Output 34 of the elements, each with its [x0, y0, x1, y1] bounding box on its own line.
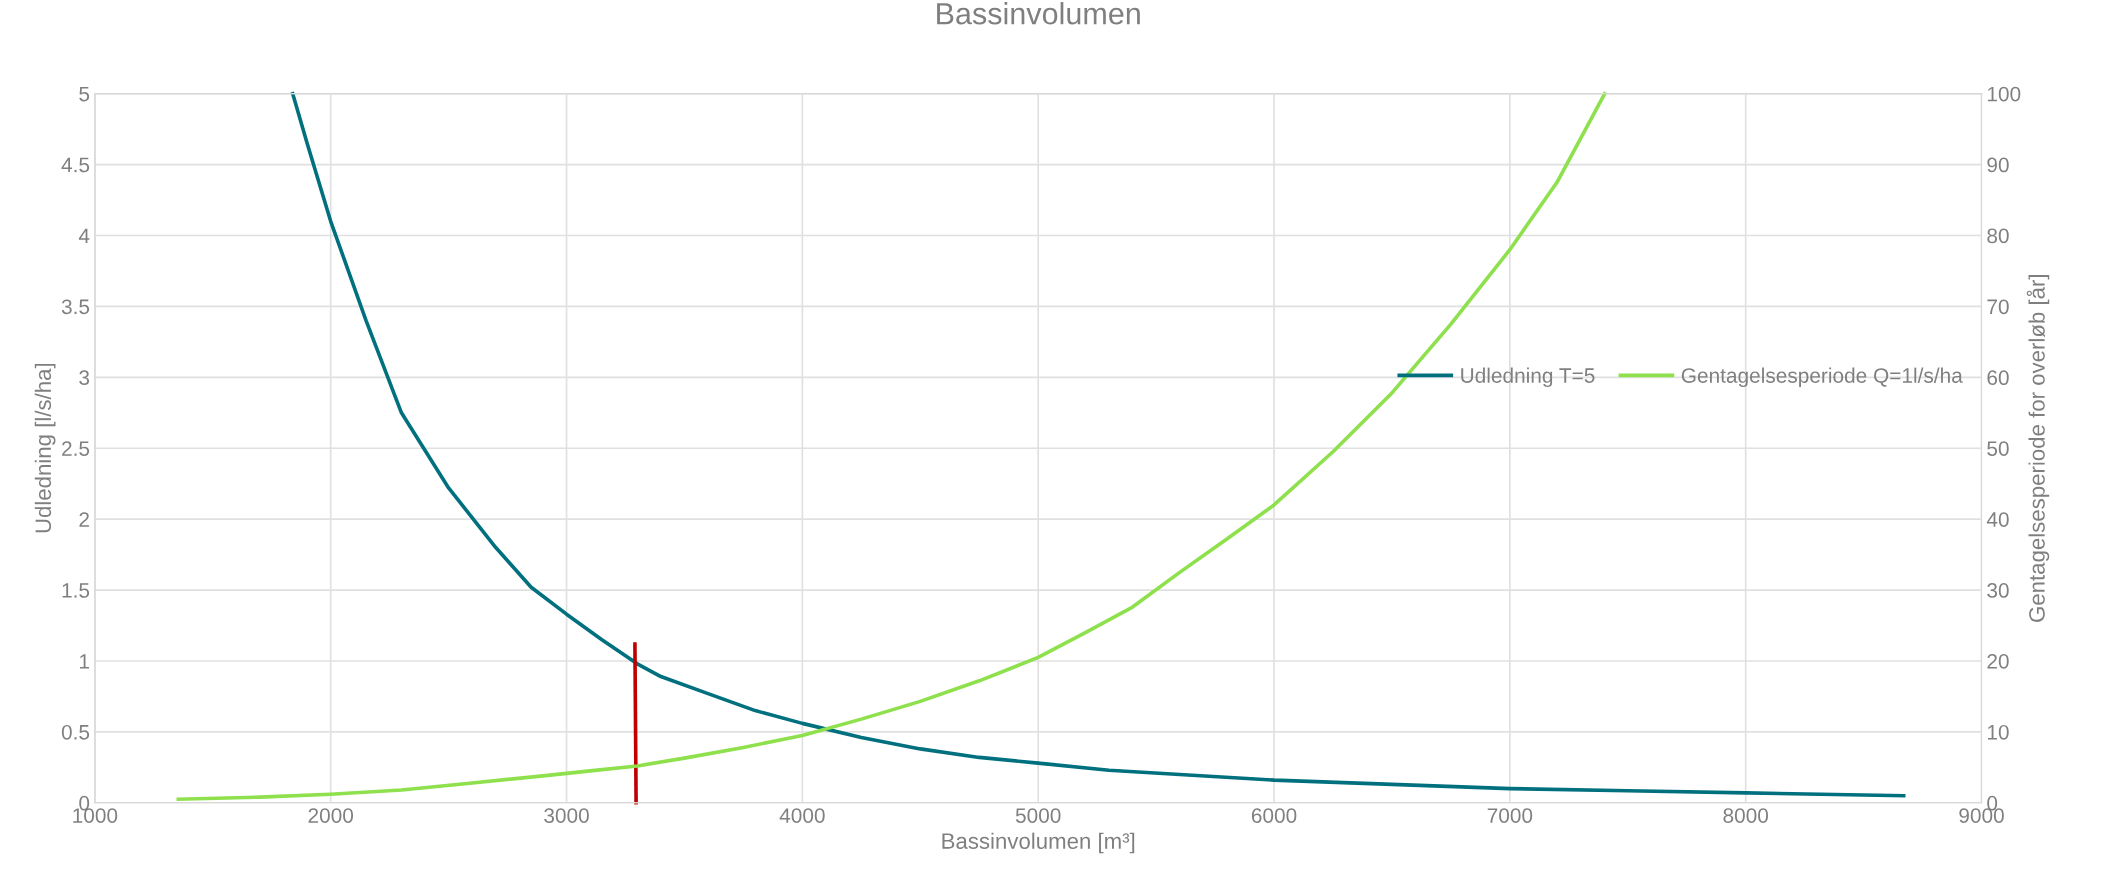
line-series: [176, 91, 1607, 802]
y-tick-label: 3: [79, 370, 90, 386]
y2-tick-label: 30: [1987, 583, 2009, 598]
y-tick-label: 0.5: [61, 724, 90, 740]
y-tick-label: 4.5: [61, 157, 90, 173]
chart-title: Bassinvolumen: [937, 2, 1140, 25]
x-tick-label: 5000: [1015, 808, 1061, 823]
y-tick-label: 1.5: [62, 583, 90, 598]
y2-tick-label: 100: [1987, 86, 2021, 102]
x-tick-label: 3000: [544, 808, 589, 823]
x-tick-label: 6000: [1251, 808, 1297, 823]
y2-tick-label: 80: [1987, 228, 2009, 244]
x-tick-label: 8000: [1723, 808, 1769, 823]
y2-tick-label: 10: [1987, 724, 2009, 740]
y-tick-label: 2: [79, 512, 89, 527]
y2-tick-label: 90: [1987, 157, 2009, 173]
y2-tick-label: 20: [1987, 653, 2009, 669]
y-tick-label: 3.5: [61, 299, 90, 315]
y2-tick-label: 50: [1987, 441, 2009, 456]
y-tick-label: 1: [80, 654, 89, 669]
x-axis-title: Bassinvolumen [m³]: [942, 832, 1135, 854]
y-tick-label: 4: [78, 228, 90, 244]
y2-tick-label: 70: [1987, 299, 2009, 315]
y-tick-label: 2.5: [62, 441, 90, 456]
x-tick-label: 2000: [308, 808, 354, 823]
y2-tick-label: 60: [1987, 370, 2009, 386]
y2-axis-title: Gentagelsesperiode for overløb [år]: [2026, 275, 2050, 622]
legend-label: Gentagelsesperiode Q=1l/s/ha: [1681, 367, 1963, 388]
y-axis-title: Udledning [l/s/ha]: [34, 363, 56, 533]
y2-tick-label: 40: [1986, 512, 2009, 527]
legend-label: Udledning T=5: [1461, 367, 1595, 388]
y-tick-label: 5: [79, 86, 90, 102]
x-tick-label: 7000: [1487, 808, 1533, 823]
x-tick-label: 4000: [779, 808, 825, 823]
